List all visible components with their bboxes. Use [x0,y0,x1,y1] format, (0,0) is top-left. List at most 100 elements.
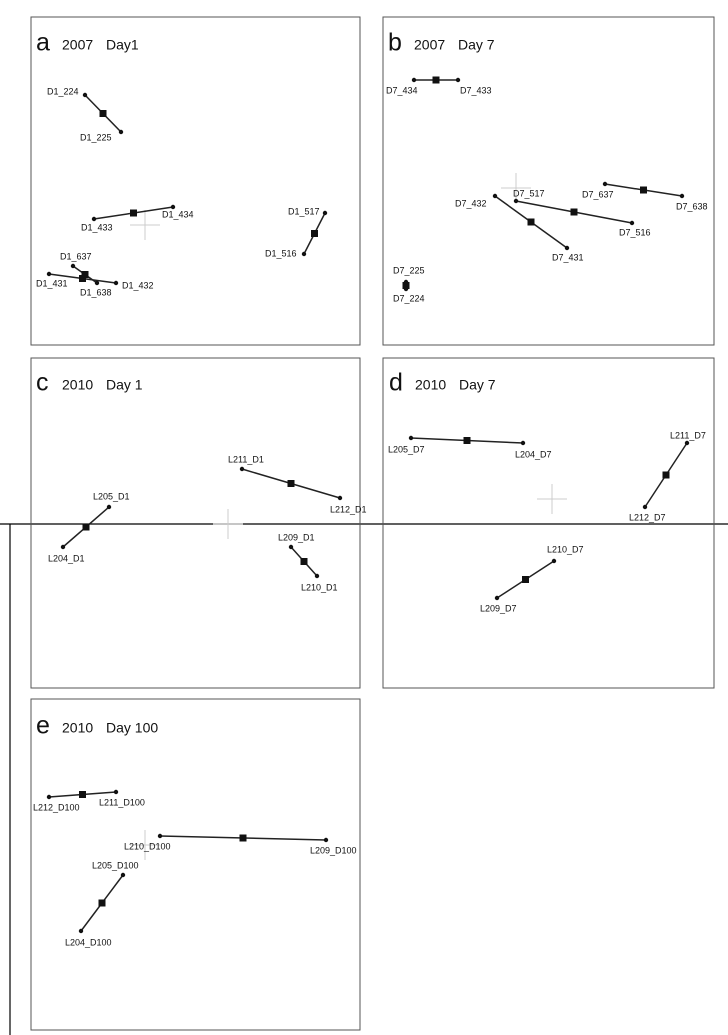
panel-frame [30,16,361,346]
point [494,595,500,601]
point-label: L209_D1 [278,532,315,542]
point [323,837,329,843]
point-label: L204_D7 [515,449,552,459]
panel-letter: a [36,29,50,57]
point-label: L212_D1 [330,504,367,514]
midpoint [99,110,107,117]
point-label: L210_D7 [547,544,584,554]
point [411,77,417,83]
point [403,286,409,292]
point [82,92,88,98]
point-label: D1_517 [288,206,320,216]
point-label: D7_638 [676,201,708,211]
point [288,544,294,550]
panel-day: Day 7 [458,37,495,53]
point [70,263,76,269]
panel-year: 2007 [414,37,445,53]
point-label: D1_225 [80,132,112,142]
panel-day: Day1 [106,37,139,53]
point-label: L209_D100 [310,845,357,855]
point-label: D1_432 [122,280,154,290]
point-label: D7_516 [619,227,651,237]
point [602,181,608,187]
midpoint [463,437,471,444]
point [91,216,97,222]
point [564,245,570,251]
point-label: L205_D100 [92,860,139,870]
point-label: L204_D1 [48,553,85,563]
point [492,193,498,199]
panel-year: 2010 [62,377,93,393]
point-label: L209_D7 [480,603,517,613]
point-label: L210_D1 [301,582,338,592]
midpoint [402,282,410,289]
point [113,789,119,795]
point-label: D7_433 [460,85,492,95]
point [455,77,461,83]
point [170,204,176,210]
point-label: L211_D100 [99,797,145,807]
point-label: D1_224 [47,86,79,96]
point [94,280,100,286]
panel-frame [382,16,715,346]
point-label: L211_D1 [228,454,264,464]
point [520,440,526,446]
point-label: L205_D7 [388,444,425,454]
midpoint [98,899,106,907]
midpoint [570,208,578,216]
point [106,504,112,510]
point-label: D7_225 [393,265,425,275]
point [551,558,557,564]
panel-frame [382,357,715,689]
panel-year: 2010 [415,377,446,393]
point-label: D1_638 [80,287,112,297]
point-label: D1_431 [36,278,68,288]
point [679,193,685,199]
midpoint [662,471,670,479]
panel-letter: c [36,369,49,397]
midpoint [82,523,90,531]
point-label: L211_D7 [670,430,706,440]
point-label: L210_D100 [124,841,171,851]
point-label: D7_637 [582,189,614,199]
point-label: L212_D100 [33,802,80,812]
panel-letter: e [36,712,50,740]
point [337,495,343,501]
midpoint [81,271,89,278]
panel-letter: b [388,29,402,57]
point-label: D7_431 [552,252,584,262]
point-label: D1_433 [81,222,113,232]
point [118,129,124,135]
panel-frame [30,357,361,689]
midpoint [311,230,318,237]
panel-day: Day 100 [106,720,158,736]
midpoint [79,275,86,282]
point [301,251,307,257]
midpoint [300,558,308,565]
point-label: D7_224 [393,293,425,303]
point [408,435,414,441]
panel-day: Day 1 [106,377,143,393]
midpoint [287,480,295,487]
point-label: L204_D100 [65,937,112,947]
midpoint [79,791,86,798]
point [314,573,320,579]
point [322,210,328,216]
midpoint [640,186,647,194]
midpoint [432,76,440,84]
point [403,279,409,285]
midpoint [130,209,137,217]
panel-letter: d [389,369,403,397]
point-label: L212_D7 [629,512,666,522]
point [642,504,648,510]
point-label: L205_D1 [93,491,130,501]
point [46,271,52,277]
point-label: D1_637 [60,251,92,261]
panel-year: 2007 [62,37,93,53]
panel-day: Day 7 [459,377,496,393]
point [684,440,690,446]
midpoint [522,576,529,583]
panel-frame [30,698,361,1031]
point [239,466,245,472]
